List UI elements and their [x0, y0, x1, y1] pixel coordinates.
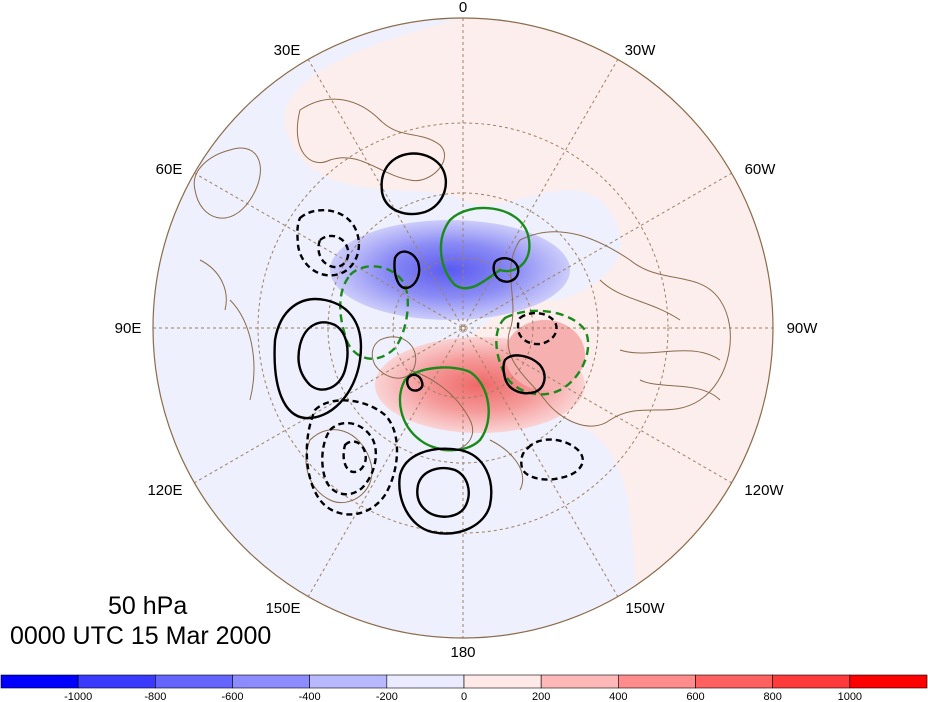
lon-label-150w: 150W	[625, 600, 665, 617]
green-contours	[339, 206, 590, 452]
colorbar-tick-label: 800	[763, 691, 781, 702]
black-contours	[273, 152, 584, 535]
pressure-level-title: 50 hPa	[108, 592, 188, 620]
colorbar-box	[618, 674, 696, 689]
colorbar: -1000 -800 -600 -400 -200 0 200 400 600 800 1000	[0, 674, 928, 702]
colorbar-box	[695, 674, 773, 689]
colorbar-boxes	[0, 674, 928, 689]
lon-label-30e: 30E	[274, 42, 301, 59]
colorbar-tick-label: 400	[609, 691, 627, 702]
colorbar-box	[232, 674, 310, 689]
lon-label-90e: 90E	[115, 320, 142, 337]
colorbar-box	[155, 674, 233, 689]
colorbar-tick-label: -200	[376, 691, 398, 702]
colorbar-ticks: -1000 -800 -600 -400 -200 0 200 400 600 800 1000	[64, 691, 862, 702]
lon-label-180: 180	[450, 644, 475, 661]
colorbar-box	[463, 674, 542, 689]
colorbar-box	[309, 674, 388, 689]
colorbar-box	[77, 674, 156, 689]
colorbar-box	[540, 674, 619, 689]
colorbar-box	[772, 674, 851, 689]
lon-label-30w: 30W	[625, 42, 657, 59]
map-boundary	[152, 17, 774, 639]
colorbar-tick-label: -1000	[64, 691, 92, 702]
colorbar-tick-label: 200	[532, 691, 550, 702]
lon-label-150e: 150E	[265, 600, 300, 617]
lon-label-60w: 60W	[745, 161, 777, 178]
longitude-labels: 0 30W 60W 90W 120W 150W 180 150E 120E 90…	[115, 0, 819, 661]
colorbar-box	[0, 674, 79, 689]
colorbar-box	[849, 674, 928, 689]
colorbar-tick-label: -400	[299, 691, 321, 702]
colorbar-tick-label: -800	[144, 691, 166, 702]
lon-label-120e: 120E	[147, 482, 182, 499]
colorbar-tick-label: -600	[221, 691, 243, 702]
lon-label-60e: 60E	[156, 161, 183, 178]
polar-map: 0 30W 60W 90W 120W 150W 180 150E 120E 90…	[115, 0, 819, 661]
lon-label-0: 0	[459, 0, 467, 16]
colorbar-tick-label: 600	[686, 691, 704, 702]
colorbar-box	[386, 674, 465, 689]
lon-label-120w: 120W	[744, 482, 784, 499]
lon-label-90w: 90W	[787, 320, 819, 337]
graticule	[153, 18, 773, 638]
colorbar-tick-label: 1000	[838, 691, 862, 702]
negative-anomaly-center	[330, 220, 570, 320]
colorbar-tick-label: 0	[461, 691, 467, 702]
valid-time-title: 0000 UTC 15 Mar 2000	[10, 622, 272, 650]
